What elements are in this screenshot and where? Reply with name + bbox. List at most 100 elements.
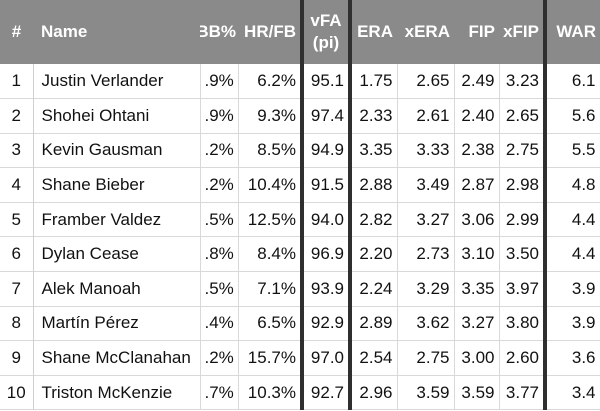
column-header-xfip[interactable]: xFIP	[503, 22, 539, 41]
cell-xfip: 2.98	[499, 167, 546, 203]
cell-war: 3.9	[543, 271, 600, 307]
table-row: 5 Framber Valdez .5% 12.5% 94.0 2.82 3.2…	[0, 202, 600, 237]
cell-era: 2.20	[348, 236, 398, 272]
cell-xera: 3.59	[397, 375, 455, 410]
cell-rank: 4	[0, 167, 34, 203]
cell-name: Martín Pérez	[33, 306, 201, 341]
cell-vfa: 97.0	[300, 340, 351, 376]
cell-era: 3.35	[348, 133, 398, 168]
cell-xera: 3.33	[397, 133, 455, 168]
cell-bb-pct: .2%	[200, 167, 239, 203]
cell-hr-fb: 8.4%	[238, 236, 303, 272]
cell-name: Triston McKenzie	[33, 375, 201, 410]
cell-xera: 3.29	[397, 271, 455, 307]
cell-vfa: 94.9	[300, 133, 351, 168]
column-header-fip[interactable]: FIP	[468, 22, 495, 41]
cell-bb-pct: .4%	[200, 306, 239, 341]
cell-xera: 3.62	[397, 306, 455, 341]
cell-xera: 2.61	[397, 98, 455, 134]
cell-war: 6.1	[543, 64, 600, 99]
table-row: 1 Justin Verlander .9% 6.2% 95.1 1.75 2.…	[0, 64, 600, 99]
cell-fip: 3.35	[454, 271, 500, 307]
cell-vfa: 95.1	[300, 64, 351, 99]
cell-era: 2.82	[348, 202, 398, 237]
cell-vfa: 97.4	[300, 98, 351, 134]
table-row: 3 Kevin Gausman .2% 8.5% 94.9 3.35 3.33 …	[0, 133, 600, 168]
cell-xfip: 3.80	[499, 306, 546, 341]
cell-rank: 5	[0, 202, 34, 237]
table-row: 6 Dylan Cease .8% 8.4% 96.9 2.20 2.73 3.…	[0, 236, 600, 272]
cell-rank: 8	[0, 306, 34, 341]
cell-hr-fb: 15.7%	[238, 340, 303, 376]
cell-bb-pct: .5%	[200, 271, 239, 307]
cell-xfip: 3.97	[499, 271, 546, 307]
column-header-vfa-line2: (pi)	[312, 33, 340, 52]
cell-era: 2.96	[348, 375, 398, 410]
cell-xera: 2.65	[397, 64, 455, 99]
cell-name: Justin Verlander	[33, 64, 201, 99]
cell-rank: 3	[0, 133, 34, 168]
cell-war: 5.6	[543, 98, 600, 134]
column-header-bb-pct[interactable]: BB%	[200, 0, 238, 64]
column-header-era[interactable]: ERA	[348, 0, 397, 64]
cell-rank: 7	[0, 271, 34, 307]
cell-war: 5.5	[543, 133, 600, 168]
cell-xfip: 3.23	[499, 64, 546, 99]
cell-fip: 3.10	[454, 236, 500, 272]
column-header-war[interactable]: WAR	[543, 0, 600, 64]
table-row: 2 Shohei Ohtani .9% 9.3% 97.4 2.33 2.61 …	[0, 98, 600, 134]
cell-xera: 3.27	[397, 202, 455, 237]
cell-xfip: 2.60	[499, 340, 546, 376]
cell-hr-fb: 8.5%	[238, 133, 303, 168]
cell-bb-pct: .9%	[200, 98, 239, 134]
cell-vfa: 94.0	[300, 202, 351, 237]
cell-era: 2.88	[348, 167, 398, 203]
cell-fip: 3.00	[454, 340, 500, 376]
cell-xfip: 3.50	[499, 236, 546, 272]
cell-vfa: 93.9	[300, 271, 351, 307]
cell-bb-pct: .5%	[200, 202, 239, 237]
cell-name: Alek Manoah	[33, 271, 201, 307]
header-row: # Name BB% HR/FB vFA (pi) ERA xERA FIP x…	[0, 0, 600, 64]
table-row: 4 Shane Bieber .2% 10.4% 91.5 2.88 3.49 …	[0, 167, 600, 203]
column-header-hr-fb[interactable]: HR/FB	[244, 22, 296, 41]
cell-war: 4.4	[543, 202, 600, 237]
cell-xera: 2.73	[397, 236, 455, 272]
cell-war: 4.4	[543, 236, 600, 272]
column-header-xera[interactable]: xERA	[404, 22, 450, 41]
cell-era: 2.33	[348, 98, 398, 134]
cell-hr-fb: 6.2%	[238, 64, 303, 99]
cell-bb-pct: .9%	[200, 64, 239, 99]
cell-fip: 2.38	[454, 133, 500, 168]
cell-rank: 6	[0, 236, 34, 272]
cell-name: Framber Valdez	[33, 202, 201, 237]
cell-rank: 1	[0, 64, 34, 99]
cell-bb-pct: .8%	[200, 236, 239, 272]
cell-era: 1.75	[348, 64, 398, 99]
column-header-vfa[interactable]: vFA (pi)	[300, 0, 350, 64]
cell-era: 2.54	[348, 340, 398, 376]
cell-hr-fb: 6.5%	[238, 306, 303, 341]
cell-bb-pct: .7%	[200, 375, 239, 410]
cell-fip: 2.49	[454, 64, 500, 99]
column-header-rank[interactable]: #	[11, 22, 22, 41]
column-header-name[interactable]: Name	[41, 22, 88, 41]
cell-name: Shohei Ohtani	[33, 98, 201, 134]
cell-vfa: 91.5	[300, 167, 351, 203]
cell-vfa: 92.7	[300, 375, 351, 410]
table-row: 10 Triston McKenzie .7% 10.3% 92.7 2.96 …	[0, 375, 600, 410]
cell-vfa: 96.9	[300, 236, 351, 272]
cell-xfip: 2.99	[499, 202, 546, 237]
cell-xfip: 2.65	[499, 98, 546, 134]
cell-era: 2.24	[348, 271, 398, 307]
cell-rank: 9	[0, 340, 34, 376]
cell-fip: 3.06	[454, 202, 500, 237]
table-row: 8 Martín Pérez .4% 6.5% 92.9 2.89 3.62 3…	[0, 306, 600, 341]
cell-xera: 2.75	[397, 340, 455, 376]
cell-hr-fb: 12.5%	[238, 202, 303, 237]
table-row: 9 Shane McClanahan .2% 15.7% 97.0 2.54 2…	[0, 340, 600, 376]
cell-hr-fb: 10.4%	[238, 167, 303, 203]
cell-war: 3.6	[543, 340, 600, 376]
